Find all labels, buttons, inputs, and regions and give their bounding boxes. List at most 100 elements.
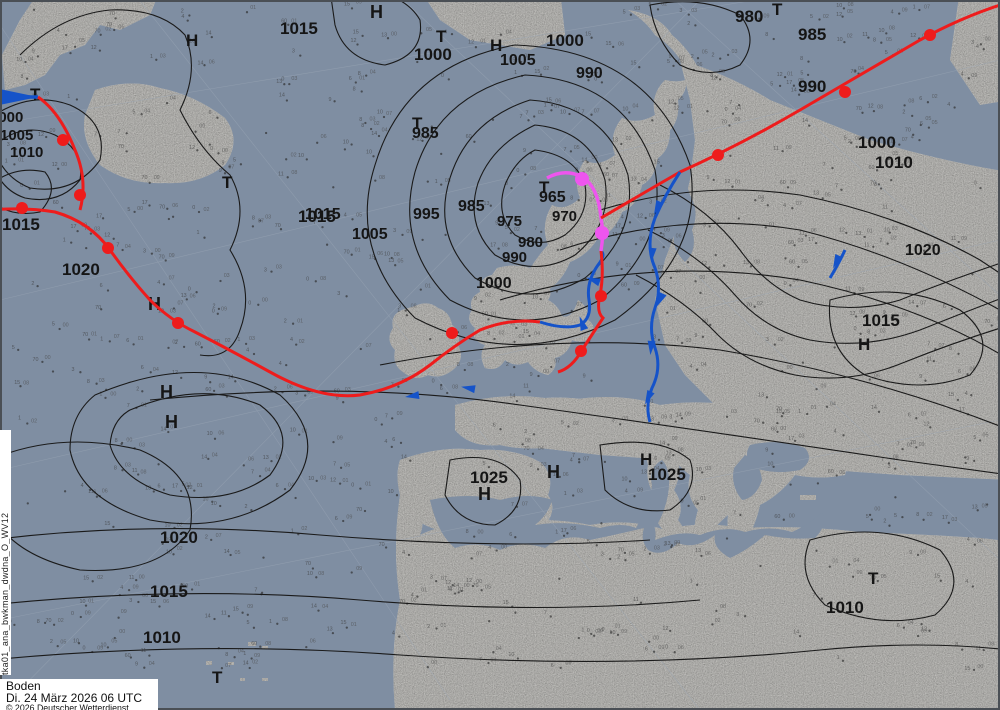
- svg-text:05: 05: [932, 120, 938, 126]
- svg-text:07: 07: [225, 663, 231, 669]
- svg-text:04: 04: [534, 331, 540, 337]
- svg-text:12: 12: [91, 45, 97, 51]
- svg-text:8: 8: [114, 465, 117, 471]
- svg-text:15: 15: [233, 607, 239, 613]
- svg-text:4: 4: [384, 439, 387, 445]
- svg-text:10: 10: [532, 295, 538, 301]
- svg-text:04: 04: [496, 646, 502, 652]
- svg-text:12: 12: [466, 578, 472, 584]
- svg-text:17: 17: [615, 224, 621, 230]
- svg-text:1: 1: [514, 70, 517, 76]
- svg-text:0: 0: [665, 645, 668, 651]
- svg-text:06: 06: [321, 134, 327, 140]
- svg-text:7: 7: [564, 147, 567, 153]
- svg-text:12: 12: [924, 421, 930, 427]
- svg-text:70: 70: [142, 175, 148, 181]
- svg-text:11: 11: [221, 610, 227, 616]
- svg-text:15: 15: [585, 31, 591, 37]
- svg-text:13: 13: [327, 627, 333, 633]
- svg-text:09: 09: [133, 584, 139, 590]
- svg-text:990: 990: [798, 77, 826, 96]
- svg-text:03: 03: [224, 273, 230, 279]
- svg-text:14: 14: [198, 61, 204, 67]
- svg-text:04: 04: [322, 604, 328, 610]
- svg-text:09: 09: [685, 412, 691, 418]
- svg-text:5: 5: [667, 59, 670, 65]
- svg-text:10: 10: [307, 571, 313, 577]
- svg-text:0: 0: [725, 107, 728, 113]
- svg-text:9: 9: [135, 662, 138, 668]
- svg-text:9: 9: [966, 456, 969, 462]
- svg-text:8: 8: [873, 37, 876, 43]
- svg-text:1000: 1000: [414, 45, 452, 64]
- svg-text:4: 4: [891, 9, 894, 15]
- svg-text:7: 7: [94, 132, 97, 138]
- svg-text:2: 2: [883, 519, 886, 525]
- svg-text:70: 70: [95, 305, 101, 311]
- svg-text:70: 70: [305, 561, 311, 567]
- svg-text:6: 6: [440, 386, 443, 392]
- svg-text:05: 05: [235, 550, 241, 556]
- svg-text:00: 00: [110, 392, 116, 398]
- svg-text:09: 09: [902, 7, 908, 13]
- svg-text:H: H: [186, 31, 198, 50]
- svg-text:5: 5: [973, 435, 976, 441]
- svg-text:60: 60: [774, 514, 780, 520]
- svg-text:4: 4: [279, 361, 282, 367]
- svg-text:8: 8: [916, 512, 919, 518]
- svg-text:17: 17: [62, 46, 68, 52]
- svg-text:10: 10: [884, 227, 890, 233]
- svg-text:00: 00: [61, 162, 67, 168]
- svg-text:10: 10: [343, 140, 349, 146]
- svg-text:00: 00: [985, 37, 991, 43]
- svg-text:09: 09: [857, 570, 863, 576]
- svg-text:05: 05: [60, 640, 66, 646]
- svg-text:02: 02: [225, 338, 231, 344]
- svg-text:0: 0: [587, 628, 590, 634]
- svg-text:970: 970: [552, 208, 577, 225]
- svg-text:14: 14: [205, 613, 211, 619]
- svg-text:14: 14: [581, 157, 587, 163]
- svg-text:1015: 1015: [305, 206, 341, 223]
- svg-text:2: 2: [181, 9, 184, 15]
- svg-text:1020: 1020: [62, 260, 100, 279]
- svg-text:05: 05: [79, 38, 85, 44]
- svg-text:09: 09: [397, 411, 403, 417]
- svg-text:2: 2: [205, 535, 208, 541]
- svg-text:13: 13: [263, 455, 269, 461]
- svg-text:09: 09: [658, 645, 664, 651]
- svg-text:2: 2: [530, 463, 533, 469]
- svg-text:00: 00: [262, 298, 268, 304]
- svg-text:7: 7: [676, 336, 679, 342]
- svg-text:9: 9: [204, 374, 207, 380]
- svg-text:2: 2: [848, 139, 851, 145]
- svg-text:00: 00: [640, 237, 646, 243]
- svg-text:9: 9: [707, 175, 710, 181]
- svg-text:0: 0: [306, 276, 309, 282]
- svg-text:00: 00: [45, 355, 51, 361]
- svg-text:6: 6: [654, 456, 657, 462]
- svg-text:10: 10: [298, 153, 304, 159]
- svg-text:06: 06: [705, 551, 711, 557]
- svg-text:08: 08: [988, 641, 994, 647]
- svg-text:8: 8: [21, 74, 24, 80]
- svg-text:11: 11: [141, 648, 147, 654]
- svg-text:70: 70: [910, 440, 916, 446]
- svg-text:10: 10: [696, 467, 702, 473]
- svg-text:10: 10: [308, 476, 314, 482]
- svg-text:09: 09: [247, 604, 253, 610]
- svg-text:T: T: [30, 85, 41, 104]
- svg-text:13: 13: [758, 392, 764, 398]
- svg-text:0: 0: [374, 417, 377, 423]
- svg-text:13: 13: [631, 177, 637, 183]
- svg-text:8: 8: [225, 652, 228, 658]
- svg-text:6: 6: [335, 516, 338, 522]
- svg-text:07: 07: [169, 276, 175, 282]
- svg-text:2: 2: [427, 624, 430, 630]
- svg-text:10: 10: [207, 431, 213, 437]
- svg-text:08: 08: [141, 469, 147, 475]
- svg-text:1: 1: [197, 230, 200, 236]
- svg-text:3: 3: [393, 228, 396, 234]
- svg-text:6: 6: [100, 283, 103, 289]
- svg-text:2: 2: [136, 387, 139, 393]
